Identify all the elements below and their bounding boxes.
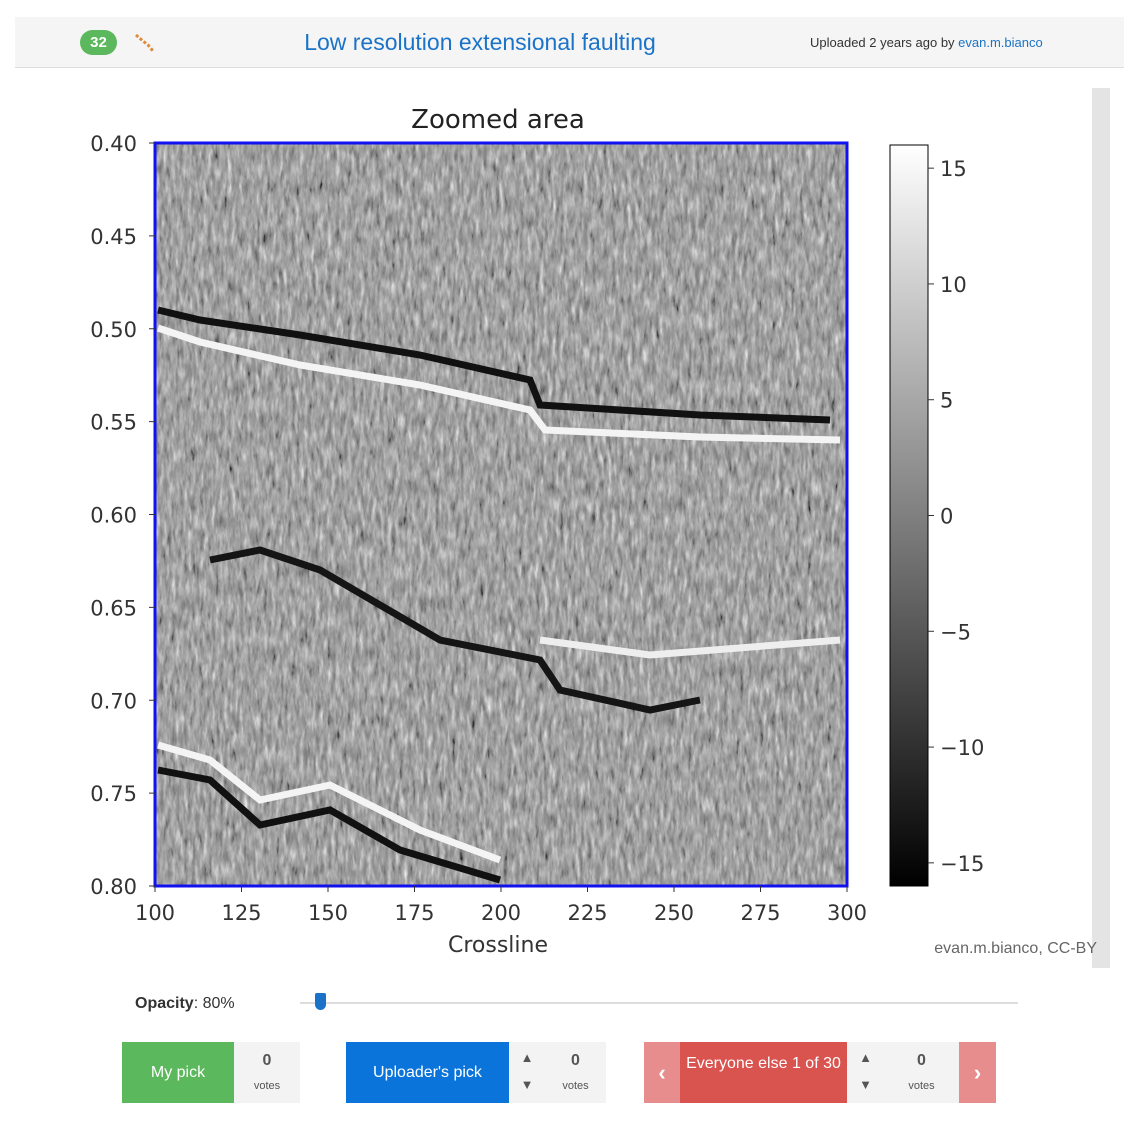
y-tick-label: 0.75 xyxy=(90,782,137,806)
plot: Zoomed area Crossline 100 125 150 175 200 225… xyxy=(90,105,984,958)
score-badge: 32 xyxy=(80,30,117,55)
colorbar-tick-label: 5 xyxy=(940,389,953,413)
icon xyxy=(135,33,155,52)
x-tick-label: 250 xyxy=(654,901,694,925)
colorbar-tick-label: −5 xyxy=(940,620,971,644)
y-tick-label: 0.45 xyxy=(90,225,137,249)
colorbar xyxy=(889,144,929,887)
colorbar-tick-label: 10 xyxy=(940,273,967,297)
vote-box: 0 votes xyxy=(884,1042,959,1103)
author-link[interactable]: evan.m.bianco xyxy=(958,35,1043,50)
y-tick-label: 0.40 xyxy=(90,132,137,156)
x-tick-label: 125 xyxy=(221,901,261,925)
vote-box: 0 votes xyxy=(545,1042,606,1103)
colorbar-tick-label: 15 xyxy=(940,157,967,181)
vote-count: 0 xyxy=(571,1052,580,1069)
x-tick-label: 200 xyxy=(481,901,521,925)
x-tick-label: 100 xyxy=(135,901,175,925)
thumbs[interactable]: ▲ ▼ xyxy=(847,1042,884,1103)
x-tick-label: 300 xyxy=(827,901,867,925)
reflectors xyxy=(156,306,841,884)
uploaded-text: Uploaded 2 years ago by xyxy=(810,35,955,50)
colorbar-tick-label: −15 xyxy=(940,852,984,876)
x-axis-label: Crossline xyxy=(448,933,548,958)
y-tick-label: 0.50 xyxy=(90,318,137,342)
colorbar-tick-label: −10 xyxy=(940,736,984,760)
vote-label: votes xyxy=(908,1080,935,1092)
prev-button[interactable]: ‹ xyxy=(644,1042,680,1103)
x-tick-label: 150 xyxy=(308,901,348,925)
y-tick-label: 0.80 xyxy=(90,875,137,899)
slider-track[interactable] xyxy=(300,1002,1018,1004)
y-tick-label: 0.65 xyxy=(90,596,137,620)
credit: evan.m.bianco, CC-BY xyxy=(934,940,1097,957)
axes xyxy=(153,141,849,888)
upload-info: Uploaded 2 years ago by evan.m.bianco xyxy=(810,35,1043,50)
y-tick-label: 0.60 xyxy=(90,504,137,528)
my-pick-button[interactable]: My pick xyxy=(122,1042,234,1103)
vote-count: 0 xyxy=(262,1052,272,1069)
vote-label: votes xyxy=(562,1080,589,1092)
plot-title: Zoomed area xyxy=(411,105,585,135)
x-tick-label: 275 xyxy=(740,901,780,925)
seismic-texture xyxy=(155,143,847,886)
slider-thumb[interactable] xyxy=(315,993,326,1010)
x-tick-label: 225 xyxy=(567,901,607,925)
y-tick-label: 0.55 xyxy=(90,411,137,435)
opacity-label: Opacity: 80% xyxy=(135,995,235,1013)
next-button[interactable]: › xyxy=(959,1042,996,1103)
header: 32 Low resolution extensional faulting U… xyxy=(15,17,1124,68)
opacity-name: Opacity xyxy=(135,995,194,1012)
opacity-value: : 80% xyxy=(193,995,235,1012)
vote-box: 0 votes xyxy=(234,1042,300,1103)
x-tick-label: 175 xyxy=(394,901,434,925)
y-tick-label: 0.70 xyxy=(90,689,137,713)
scrollbar[interactable] xyxy=(1092,88,1110,968)
vote-label: votes xyxy=(253,1080,281,1092)
colorbar-tick-label: 0 xyxy=(940,505,953,529)
thumbs[interactable]: ▲ ▼ xyxy=(509,1042,545,1103)
everyone-button[interactable]: Everyone else 1 of 30 xyxy=(680,1042,847,1103)
title[interactable]: Low resolution extensional faulting xyxy=(304,29,656,55)
vote-count: 0 xyxy=(917,1052,926,1069)
uploader-pick-button[interactable]: Uploader's pick xyxy=(346,1042,509,1103)
